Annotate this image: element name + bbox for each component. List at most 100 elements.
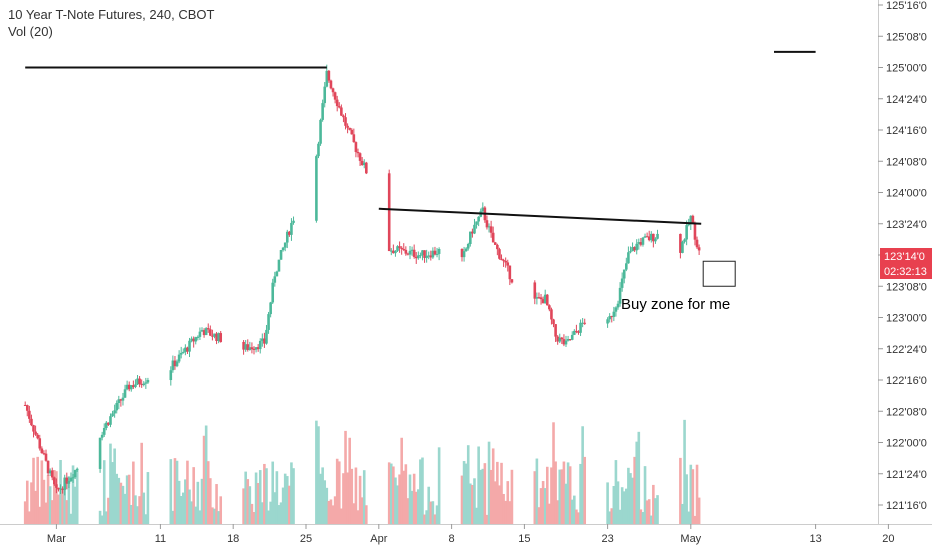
volume-bar — [408, 474, 412, 524]
candle-body — [681, 241, 684, 253]
trend-line — [378, 207, 702, 225]
volume-bar — [392, 466, 395, 524]
volume-bar — [198, 510, 202, 524]
price-tick-label: 121'24'0 — [886, 469, 927, 481]
candle-body — [242, 341, 245, 350]
candle-body — [217, 333, 220, 341]
candle-body — [136, 378, 139, 385]
time-tick-label: May — [680, 533, 701, 545]
candle-body — [44, 453, 48, 461]
volume-bar — [417, 489, 420, 524]
candle-body — [400, 247, 403, 249]
candle-body — [140, 384, 143, 386]
candle-body — [477, 216, 480, 222]
candle-body — [100, 434, 104, 438]
candle-body — [146, 380, 150, 383]
candle-body — [693, 222, 697, 240]
price-tick-label: 122'08'0 — [886, 406, 927, 418]
candle-body — [487, 226, 491, 228]
candle-body — [267, 314, 270, 330]
volume-bar — [475, 507, 478, 524]
candle-body — [429, 255, 433, 258]
volume-bar — [219, 496, 223, 524]
volume-bar — [533, 471, 537, 524]
candle-body — [485, 220, 489, 228]
candle-body — [406, 253, 410, 255]
volume-bar — [500, 462, 503, 524]
price-tick-label: 124'08'0 — [886, 156, 927, 168]
price-tick-label: 125'00'0 — [886, 63, 927, 75]
volume-bar — [73, 486, 77, 524]
candle-body — [206, 328, 210, 330]
volume-bar — [119, 482, 123, 524]
volume-bar — [192, 467, 195, 524]
candle-body — [387, 173, 391, 252]
candle-body — [331, 88, 335, 93]
candle-body — [256, 347, 260, 350]
volume-bar — [614, 460, 618, 524]
volume-bar — [125, 475, 129, 524]
time-axis[interactable]: Mar 11 18 25 Apr 8 15 23 May 13 20 — [47, 524, 895, 545]
volume-bar — [535, 458, 539, 524]
candle-body — [317, 143, 320, 157]
candle-body — [30, 418, 33, 426]
volume-bar — [48, 486, 52, 524]
candle-body — [654, 238, 657, 242]
volume-bar — [317, 426, 320, 524]
candle-body — [639, 242, 643, 245]
candle-body — [350, 129, 354, 135]
time-tick-label: 11 — [155, 533, 166, 545]
candle-body — [285, 231, 289, 243]
volume-bar — [256, 483, 260, 524]
time-tick-label: 15 — [518, 533, 530, 545]
volume-bar — [581, 426, 584, 524]
candle-body — [36, 434, 39, 439]
volume-bar — [329, 499, 333, 524]
countdown-text: 02:32:13 — [884, 266, 927, 278]
price-axis[interactable]: 125'16'0 125'08'0 125'00'0 124'24'0 124'16'0… — [878, 0, 927, 512]
candle-body — [691, 215, 695, 223]
candle-body — [365, 162, 368, 174]
candle-body — [679, 233, 682, 253]
volume-bar — [493, 481, 497, 524]
price-tick-label: 122'00'0 — [886, 438, 927, 450]
volume-bar — [67, 476, 71, 524]
volume-bar — [425, 510, 428, 524]
volume-bar — [277, 505, 281, 524]
volume-bar — [127, 474, 131, 524]
candle-body — [252, 349, 256, 351]
candle-body — [169, 370, 173, 381]
candle-body — [323, 86, 327, 104]
buy-zone-annotation[interactable]: Buy zone for me — [621, 296, 730, 313]
candle-body — [635, 243, 639, 251]
volume-bar — [643, 466, 647, 524]
candle-body — [627, 252, 630, 264]
candle-body — [683, 239, 686, 242]
candle-body — [46, 460, 50, 474]
volume-bar — [608, 511, 611, 524]
volume-bar — [460, 475, 464, 524]
time-tick-label: 18 — [227, 533, 239, 545]
candle-body — [352, 134, 356, 143]
volume-bar — [618, 509, 622, 524]
volume-bar — [410, 490, 414, 524]
volume-bar — [654, 498, 657, 524]
volume-bar — [194, 506, 198, 524]
volume-bar — [554, 461, 557, 524]
price-tick-label: 123'08'0 — [886, 281, 927, 293]
volume-indicator-label[interactable]: Vol (20) — [8, 24, 53, 39]
volume-bar — [539, 488, 543, 524]
candle-body — [132, 385, 135, 388]
volume-bar — [134, 495, 137, 524]
candle-body — [533, 282, 537, 299]
candle-body — [498, 249, 501, 259]
volume-bar — [656, 495, 659, 524]
candle-body — [196, 336, 200, 338]
candle-body — [431, 250, 435, 258]
volume-bar — [387, 462, 391, 524]
buy-zone-box[interactable] — [702, 260, 736, 287]
candle-body — [394, 250, 397, 254]
volume-bar — [40, 460, 44, 524]
symbol-title[interactable]: 10 Year T-Note Futures, 240, CBOT — [8, 7, 215, 22]
